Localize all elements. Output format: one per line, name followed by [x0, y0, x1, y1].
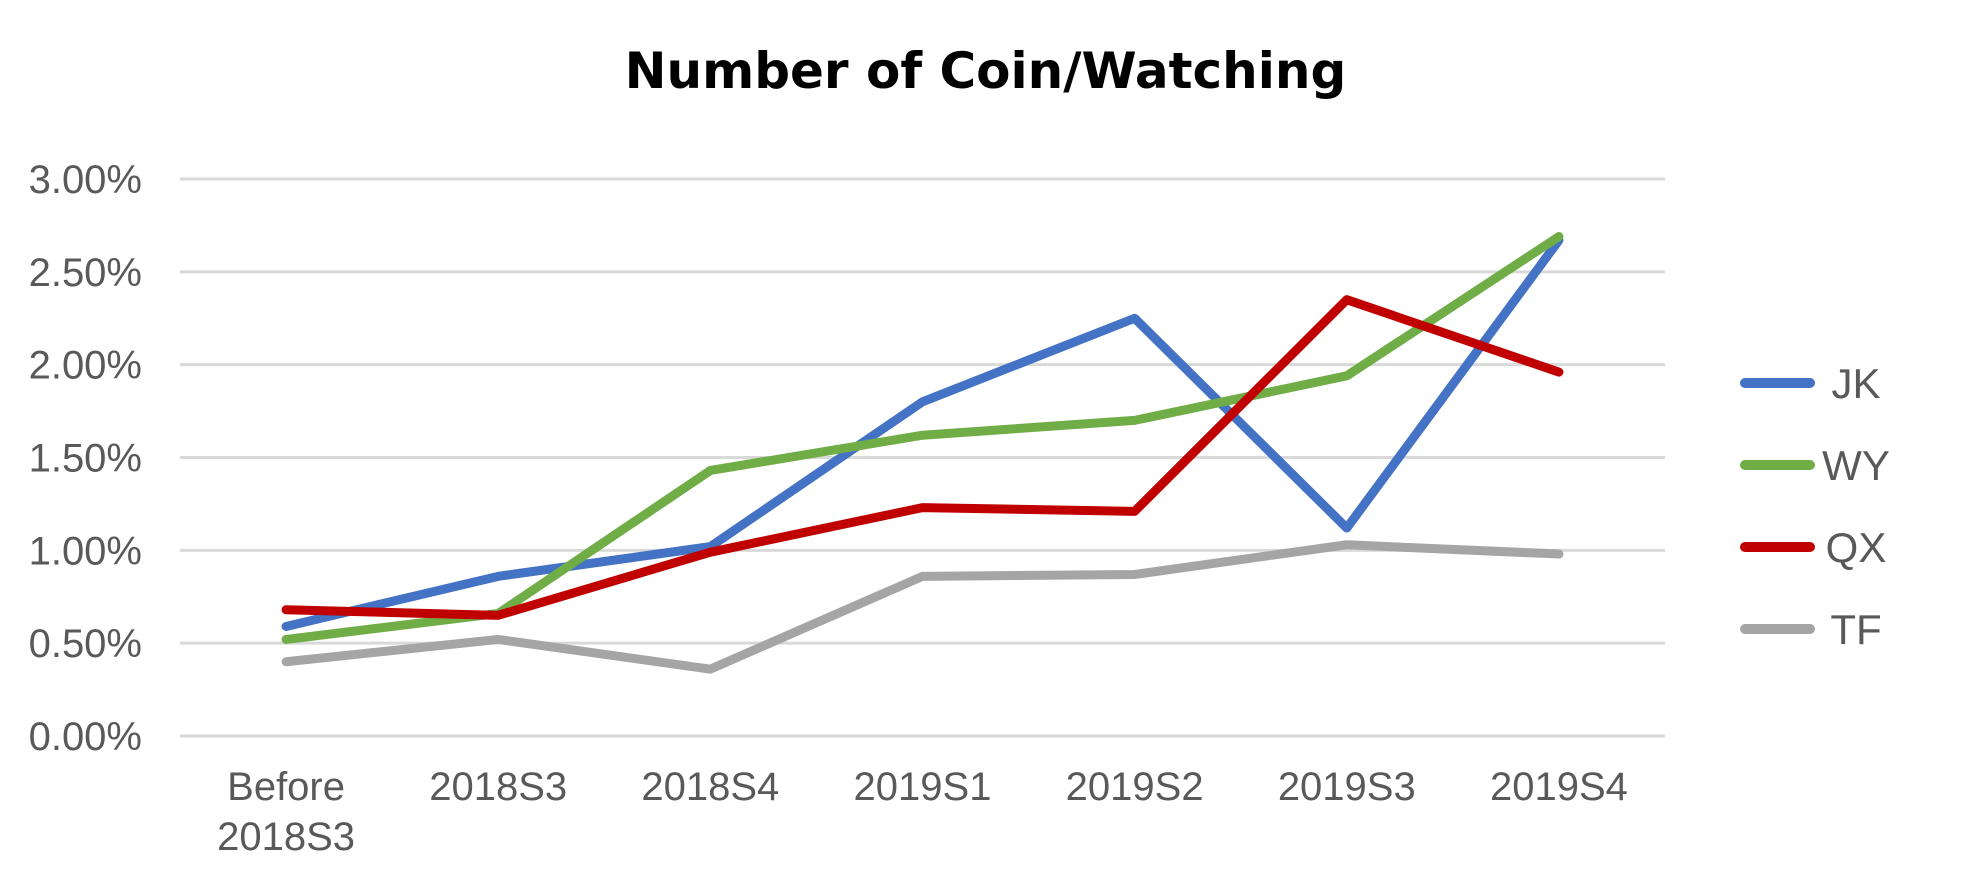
legend: JK WY QX TF	[1740, 360, 1890, 653]
x-tick-label: Before 2018S3	[217, 765, 355, 859]
y-tick-label: 0.00%	[29, 715, 142, 759]
y-tick-label: 1.00%	[29, 529, 142, 573]
x-axis-tick-labels: Before 2018S3 2018S3 2018S4 2019S1 2019S2 2019…	[217, 765, 1628, 859]
y-tick-label: 2.50%	[29, 251, 142, 295]
x-tick-label: 2018S4	[641, 765, 779, 809]
x-tick-label: 2019S3	[1278, 765, 1416, 809]
y-tick-label: 3.00%	[29, 158, 142, 202]
x-tick-label: 2019S1	[854, 765, 992, 809]
legend-label-wy: WY	[1822, 442, 1890, 489]
chart-title: Number of Coin/Watching	[624, 42, 1347, 100]
legend-label-jk: JK	[1831, 360, 1880, 407]
series-line-jk	[281, 235, 1564, 631]
series-lines	[281, 232, 1564, 674]
y-tick-label: 2.00%	[29, 344, 142, 388]
legend-label-tf: TF	[1830, 606, 1881, 653]
legend-label-qx: QX	[1826, 524, 1887, 571]
x-tick-label: 2019S2	[1066, 765, 1204, 809]
x-tick-label: 2018S3	[429, 765, 567, 809]
series-line-qx	[281, 295, 1564, 620]
series-line-tf	[281, 540, 1564, 674]
y-tick-label: 0.50%	[29, 622, 142, 666]
y-axis-tick-labels: 0.00% 0.50% 1.00% 1.50% 2.00% 2.50% 3.00%	[29, 158, 142, 759]
y-tick-label: 1.50%	[29, 437, 142, 481]
x-tick-label: 2019S4	[1490, 765, 1628, 809]
